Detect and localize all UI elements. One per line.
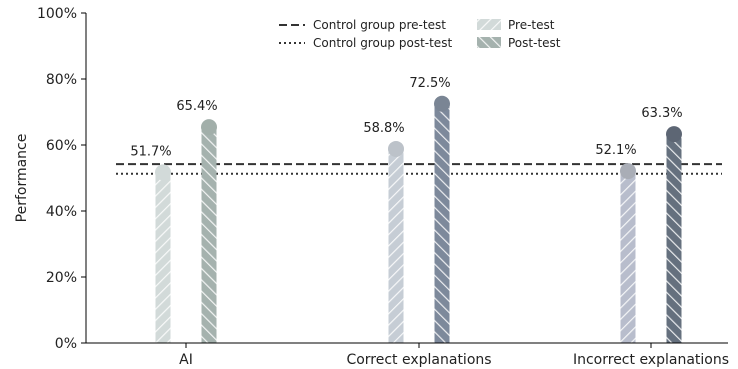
pre-test-bar [155, 172, 171, 343]
pre-test-bar [620, 171, 636, 343]
pre-test-dot [388, 140, 404, 157]
x-tick-label: Incorrect explanations [573, 352, 729, 368]
post-test-dot [434, 95, 450, 112]
y-tick-label: 60% [46, 138, 77, 154]
legend-label: Post-test [508, 36, 561, 50]
pre-test-bar-group: 51.7% [130, 144, 172, 343]
x-tick-label: AI [179, 352, 193, 368]
pre-test-dot [155, 164, 171, 181]
y-tick-label: 20% [46, 270, 77, 286]
post-test-dot [201, 119, 217, 136]
x-tick-label: Correct explanations [346, 352, 491, 368]
y-tick-label: 40% [46, 204, 77, 220]
pre-test-dot [620, 163, 636, 180]
y-axis-label: Performance [14, 134, 30, 223]
axes: 0% 20% 40% 60% 80% 100% AI Correct explanations… [37, 6, 729, 368]
y-tick-label: 100% [37, 6, 77, 22]
pre-test-bar-group: 58.8% [363, 121, 405, 343]
post-test-bar-group: 65.4% [176, 99, 218, 344]
legend-label: Pre-test [508, 18, 555, 32]
y-tick-label: 0% [55, 336, 77, 352]
legend: Control group pre-test Control group post… [279, 18, 561, 50]
legend-label: Control group pre-test [313, 18, 446, 32]
pre-test-value-label: 51.7% [130, 144, 171, 159]
pre-test-value-label: 52.1% [595, 143, 636, 158]
y-tick-label: 80% [46, 72, 77, 88]
pre-test-bar [388, 148, 404, 343]
pre-test-bar-group: 52.1% [595, 143, 637, 343]
pre-test-value-label: 58.8% [363, 121, 404, 136]
post-test-bar [434, 103, 450, 343]
plot-area: 51.7% 58.8% 52.1% 65.4% 72.5% 63.3% [116, 76, 722, 344]
post-test-bar-group: 63.3% [641, 106, 683, 343]
legend-label: Control group post-test [313, 36, 452, 50]
post-test-value-label: 63.3% [641, 106, 682, 121]
post-test-dot [666, 126, 682, 143]
post-test-bar [666, 134, 682, 343]
legend-swatch-series [477, 19, 501, 30]
post-test-bar-group: 72.5% [409, 76, 451, 343]
post-test-bar [201, 127, 217, 344]
legend-swatch-series [477, 37, 501, 48]
post-test-value-label: 65.4% [176, 99, 217, 114]
post-test-value-label: 72.5% [409, 76, 450, 91]
